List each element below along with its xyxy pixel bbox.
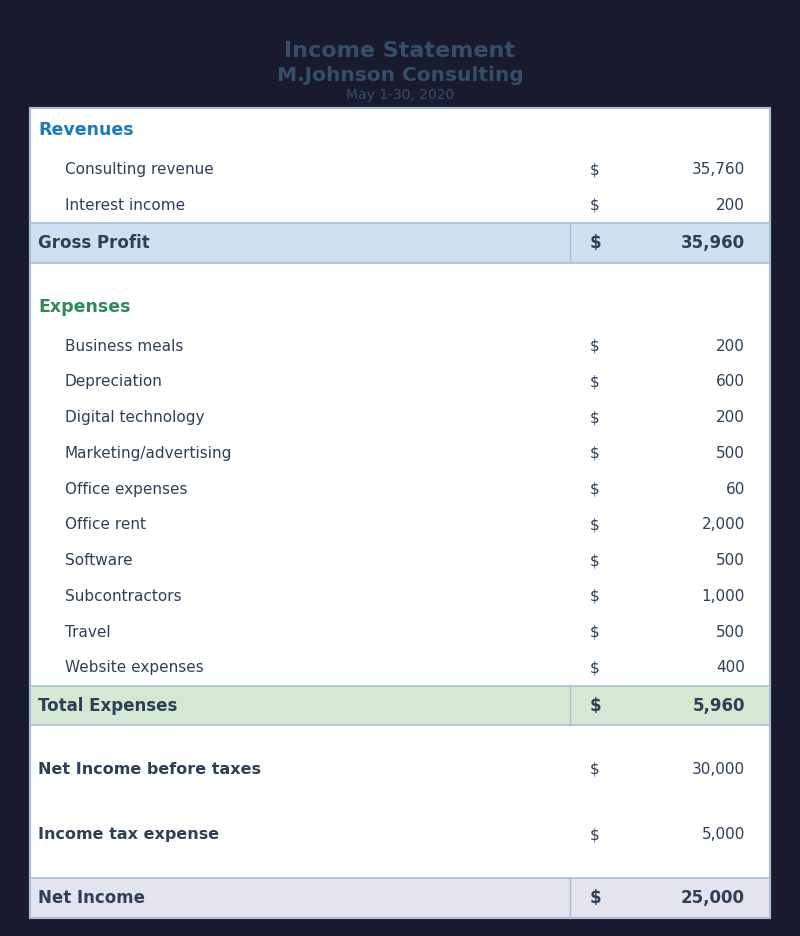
Text: $: $ — [590, 374, 600, 389]
Text: Travel: Travel — [65, 624, 110, 639]
Text: 35,760: 35,760 — [692, 162, 745, 177]
Text: 1,000: 1,000 — [702, 589, 745, 604]
Text: $: $ — [590, 162, 600, 177]
Text: Gross Profit: Gross Profit — [38, 234, 150, 252]
Text: Net Income: Net Income — [38, 889, 145, 907]
Text: Office expenses: Office expenses — [65, 482, 187, 497]
Text: 2,000: 2,000 — [702, 518, 745, 533]
Text: 35,960: 35,960 — [681, 234, 745, 252]
Text: 600: 600 — [716, 374, 745, 389]
Text: 400: 400 — [716, 661, 745, 676]
Text: 25,000: 25,000 — [681, 889, 745, 907]
Text: Website expenses: Website expenses — [65, 661, 204, 676]
Text: $: $ — [590, 339, 600, 354]
Text: Interest income: Interest income — [65, 197, 185, 212]
Text: 30,000: 30,000 — [692, 762, 745, 777]
Text: 500: 500 — [716, 446, 745, 461]
Text: $: $ — [590, 197, 600, 212]
Text: 500: 500 — [716, 624, 745, 639]
Text: Income tax expense: Income tax expense — [38, 827, 219, 842]
Text: $: $ — [590, 589, 600, 604]
Text: 200: 200 — [716, 410, 745, 425]
Text: 60: 60 — [726, 482, 745, 497]
Text: Depreciation: Depreciation — [65, 374, 163, 389]
FancyBboxPatch shape — [30, 878, 770, 918]
Text: 5,960: 5,960 — [693, 696, 745, 714]
Text: Subcontractors: Subcontractors — [65, 589, 182, 604]
Text: May 1-30, 2020: May 1-30, 2020 — [346, 88, 454, 102]
FancyBboxPatch shape — [30, 108, 770, 918]
Text: 200: 200 — [716, 197, 745, 212]
Text: Expenses: Expenses — [38, 298, 130, 315]
Text: $: $ — [590, 482, 600, 497]
Text: $: $ — [590, 410, 600, 425]
Text: Income Statement: Income Statement — [285, 41, 515, 61]
Text: Revenues: Revenues — [38, 121, 134, 139]
Text: $: $ — [590, 518, 600, 533]
Text: Total Expenses: Total Expenses — [38, 696, 178, 714]
Text: Software: Software — [65, 553, 133, 568]
Text: Net Income before taxes: Net Income before taxes — [38, 762, 261, 777]
Text: $: $ — [590, 446, 600, 461]
FancyBboxPatch shape — [30, 686, 770, 725]
Text: M.Johnson Consulting: M.Johnson Consulting — [277, 66, 523, 85]
Text: Business meals: Business meals — [65, 339, 183, 354]
Text: $: $ — [590, 234, 602, 252]
Text: $: $ — [590, 696, 602, 714]
Text: $: $ — [590, 762, 600, 777]
Text: Office rent: Office rent — [65, 518, 146, 533]
Text: $: $ — [590, 553, 600, 568]
FancyBboxPatch shape — [30, 223, 770, 263]
Text: $: $ — [590, 889, 602, 907]
Text: Digital technology: Digital technology — [65, 410, 205, 425]
Text: 200: 200 — [716, 339, 745, 354]
Text: $: $ — [590, 827, 600, 842]
Text: Marketing/advertising: Marketing/advertising — [65, 446, 232, 461]
Text: 500: 500 — [716, 553, 745, 568]
Text: Consulting revenue: Consulting revenue — [65, 162, 214, 177]
Text: $: $ — [590, 661, 600, 676]
Text: $: $ — [590, 624, 600, 639]
Text: 5,000: 5,000 — [702, 827, 745, 842]
